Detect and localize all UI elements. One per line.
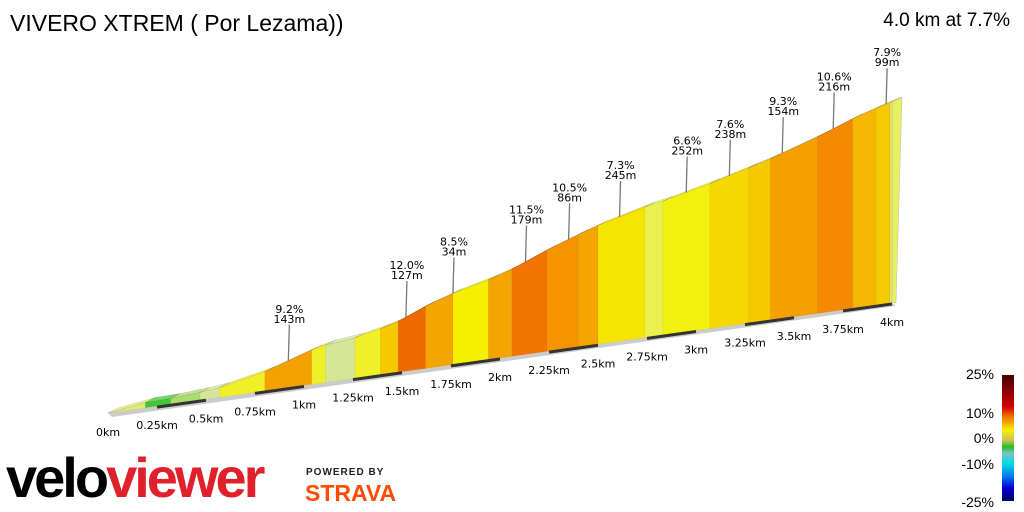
legend-label: 10% <box>965 405 994 421</box>
annotation-grade: 7.9% <box>873 46 901 59</box>
annotation-length: 179m <box>511 214 543 227</box>
x-tick-label: 3.25km <box>724 337 766 350</box>
annotation-length: 252m <box>671 145 703 158</box>
profile-segment <box>546 234 579 352</box>
x-tick-label: 4km <box>880 316 904 329</box>
x-tick-label: 2.5km <box>581 357 616 370</box>
profile-segment <box>644 200 663 338</box>
chart-title: VIVERO XTREM ( Por Lezama)) <box>10 10 344 36</box>
veloviewer-logo: veloviewer <box>6 446 265 509</box>
annotation-length: 154m <box>767 105 799 118</box>
legend-label: -10% <box>961 456 994 472</box>
annotation-pin <box>567 203 571 240</box>
annotation-length: 127m <box>391 269 423 282</box>
profile-segment <box>852 107 877 309</box>
x-tick-label: 1.5km <box>385 385 420 398</box>
x-tick-label: 3.75km <box>822 323 864 336</box>
profile-segment <box>876 102 891 306</box>
annotation-pin <box>405 281 408 318</box>
profile-segment <box>452 279 489 365</box>
profile-segment <box>380 321 399 376</box>
legend-label: -25% <box>961 494 994 510</box>
annotation-length: 143m <box>273 313 305 326</box>
annotation-grade: 7.3% <box>607 159 635 172</box>
annotation-pin <box>781 117 784 154</box>
profile-base <box>108 303 896 417</box>
annotation-grade: 9.3% <box>769 95 797 108</box>
profile-segment <box>325 337 356 383</box>
annotation-grade: 8.5% <box>440 235 468 248</box>
powered-by-label: POWERED BY <box>306 467 385 478</box>
profile-segment <box>817 118 854 314</box>
x-tick-label: 1km <box>292 399 316 412</box>
x-tick-label: 0km <box>96 426 120 439</box>
x-tick-label: 1.25km <box>332 392 374 405</box>
profile-segment <box>748 158 771 324</box>
x-tick-label: 3.5km <box>777 330 812 343</box>
profile-segment <box>770 136 818 321</box>
strava-logo: STRAVA <box>305 480 397 506</box>
annotation-pin <box>618 180 622 217</box>
profile-segment <box>425 293 454 369</box>
annotation-grade: 6.6% <box>673 135 701 148</box>
annotation-pin <box>452 257 455 294</box>
annotation-length: 34m <box>442 245 467 258</box>
km-dash <box>254 385 305 395</box>
x-tick-label: 2.25km <box>528 364 570 377</box>
profile-segment <box>889 101 893 304</box>
annotation-grade: 9.2% <box>275 303 303 316</box>
annotation-grade: 11.5% <box>509 204 544 217</box>
km-dash <box>842 302 893 313</box>
annotation-pin <box>287 324 290 361</box>
profile-segment <box>709 167 750 329</box>
annotation-length: 245m <box>605 169 637 182</box>
annotation-grade: 7.6% <box>716 118 744 131</box>
profile-segment <box>397 305 426 373</box>
profile-segment <box>578 225 599 348</box>
x-tick-label: 2.75km <box>626 350 668 363</box>
profile-segment <box>597 206 646 345</box>
annotation-grade: 12.0% <box>389 259 424 272</box>
annotation-pin <box>885 68 888 105</box>
profile-segment <box>311 344 326 385</box>
annotation-pin <box>524 225 528 262</box>
km-dash <box>744 316 795 327</box>
km-dash <box>156 398 207 409</box>
x-tick-label: 3km <box>684 344 708 357</box>
km-dash <box>646 330 697 340</box>
annotation-pin <box>728 139 731 176</box>
annotation-length: 238m <box>714 128 746 141</box>
annotation-grade: 10.6% <box>817 71 852 84</box>
km-dash <box>450 357 501 368</box>
x-tick-label: 0.25km <box>136 419 178 432</box>
km-dash <box>548 343 599 354</box>
x-tick-label: 2km <box>488 371 512 384</box>
km-dash <box>352 371 403 382</box>
profile-segment <box>511 249 548 357</box>
annotation-grade: 10.5% <box>552 181 587 194</box>
profile-segment <box>487 268 513 360</box>
annotation-pin <box>832 92 835 129</box>
x-tick-label: 0.5km <box>189 412 224 425</box>
profile-end-face <box>891 96 903 304</box>
climb-summary: 4.0 km at 7.7% <box>883 10 1010 31</box>
annotation-length: 216m <box>818 81 850 94</box>
annotation-pin <box>685 156 688 193</box>
legend-label: 25% <box>965 366 994 382</box>
gradient-legend-bar <box>1002 375 1014 501</box>
profile-segment <box>662 183 710 336</box>
x-tick-label: 1.75km <box>430 378 472 391</box>
legend-label: 0% <box>973 430 994 446</box>
x-tick-label: 0.75km <box>234 405 276 418</box>
annotation-length: 86m <box>557 191 582 204</box>
annotation-length: 99m <box>875 56 900 69</box>
